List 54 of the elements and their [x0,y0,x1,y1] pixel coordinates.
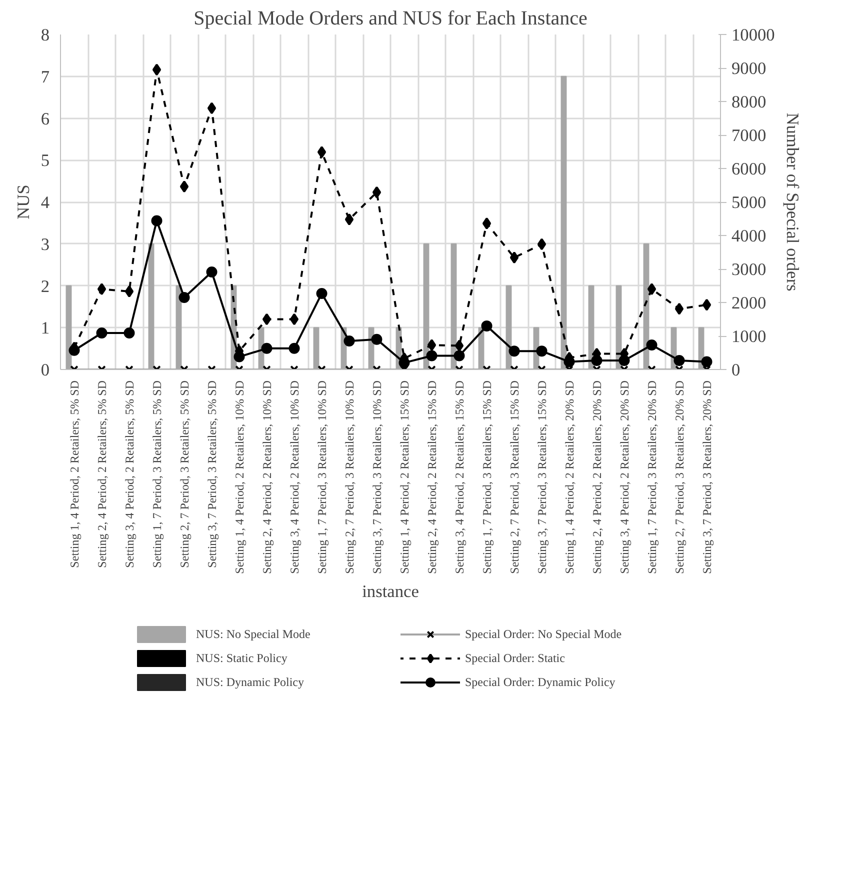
x-axis-title: instance [362,582,420,601]
x-tick-label: Setting 2, 7 Period, 3 Retailers, 15% SD [507,380,522,574]
legend-label: Special Order: Static [465,650,566,666]
x-tick-label: Setting 1, 4 Period, 2 Retailers, 5% SD [67,380,82,568]
y-tick-label: 6 [40,109,50,128]
y2-tick-label: 7000 [732,126,766,145]
x-tick-label: Setting 2, 7 Period, 3 Retailers, 5% SD [177,380,192,568]
x-tick-label: Setting 1, 7 Period, 3 Retailers, 10% SD [314,380,329,574]
y2-axis-title: Number of Special orders [782,112,802,292]
y2-tick-label: 10000 [732,26,775,44]
x-tick-label: Setting 1, 4 Period, 2 Retailers, 10% SD [232,380,246,574]
x-tick-label: Setting 2, 7 Period, 3 Retailers, 20% SD [672,380,686,574]
x-tick-label: Setting 3, 7 Period, 3 Retailers, 10% SD [370,380,384,574]
x-tick-label: Setting 2, 4 Period, 2 Retailers, 20% SD [590,380,604,574]
x-tick-label: Setting 3, 4 Period, 2 Retailers, 15% SD [452,380,466,574]
y2-tick-label: 5000 [732,193,766,212]
x-tick-label: Setting 1, 4 Period, 2 Retailers, 20% SD [562,380,576,574]
y-tick-label: 0 [40,360,50,380]
y-tick-label: 5 [40,151,50,170]
y-axis-title: NUS [14,184,33,220]
y2-tick-label: 8000 [732,92,766,112]
legend-label: NUS: Static Policy [196,650,288,666]
x-tick-label: Setting 2, 4 Period, 2 Retailers, 15% SD [424,380,439,574]
y-tick-label: 2 [40,276,50,296]
y2-tick-label: 4000 [732,226,766,246]
x-tick-label: Setting 1, 7 Period, 3 Retailers, 20% SD [644,380,659,574]
x-tick-label: Setting 3, 4 Period, 2 Retailers, 10% SD [287,380,302,574]
y2-tick-label: 2000 [732,294,766,312]
legend-label: NUS: Dynamic Policy [196,674,305,690]
x-tick-label: Setting 1, 7 Period, 3 Retailers, 5% SD [150,380,164,568]
y-tick-label: 4 [40,193,50,212]
x-tick-label: Setting 2, 4 Period, 2 Retailers, 5% SD [94,380,109,568]
x-tick-label: Setting 3, 7 Period, 3 Retailers, 15% SD [534,380,549,574]
y2-tick-label: 1000 [732,327,766,346]
y-tick-label: 8 [40,26,50,44]
y2-tick-label: 9000 [732,59,766,78]
legend-label: NUS: No Special Mode [196,626,312,642]
chart-title: Special Mode Orders and NUS for Each Instance [194,8,588,30]
x-tick-label: Setting 1, 4 Period, 2 Retailers, 15% SD [397,380,412,574]
y-tick-label: 3 [40,234,50,254]
x-tick-label: Setting 3, 7 Period, 3 Retailers, 5% SD [204,380,219,568]
x-tick-label: Setting 2, 4 Period, 2 Retailers, 10% SD [260,380,274,574]
y-tick-label: 7 [40,67,50,86]
y2-tick-label: 3000 [732,260,766,279]
legend-label: Special Order: Dynamic Policy [465,674,616,690]
y2-tick-label: 0 [732,360,740,380]
legend-label: Special Order: No Special Mode [465,626,623,642]
y2-tick-label: 6000 [732,160,766,178]
x-tick-label: Setting 3, 7 Period, 3 Retailers, 20% SD [700,380,714,574]
y-tick-label: 1 [40,318,50,338]
x-tick-label: Setting 1, 7 Period, 3 Retailers, 15% SD [480,380,494,574]
x-tick-label: Setting 2, 7 Period, 3 Retailers, 10% SD [342,380,356,574]
x-tick-label: Setting 3, 4 Period, 2 Retailers, 5% SD [122,380,136,568]
x-tick-label: Setting 3, 4 Period, 2 Retailers, 20% SD [617,380,632,574]
